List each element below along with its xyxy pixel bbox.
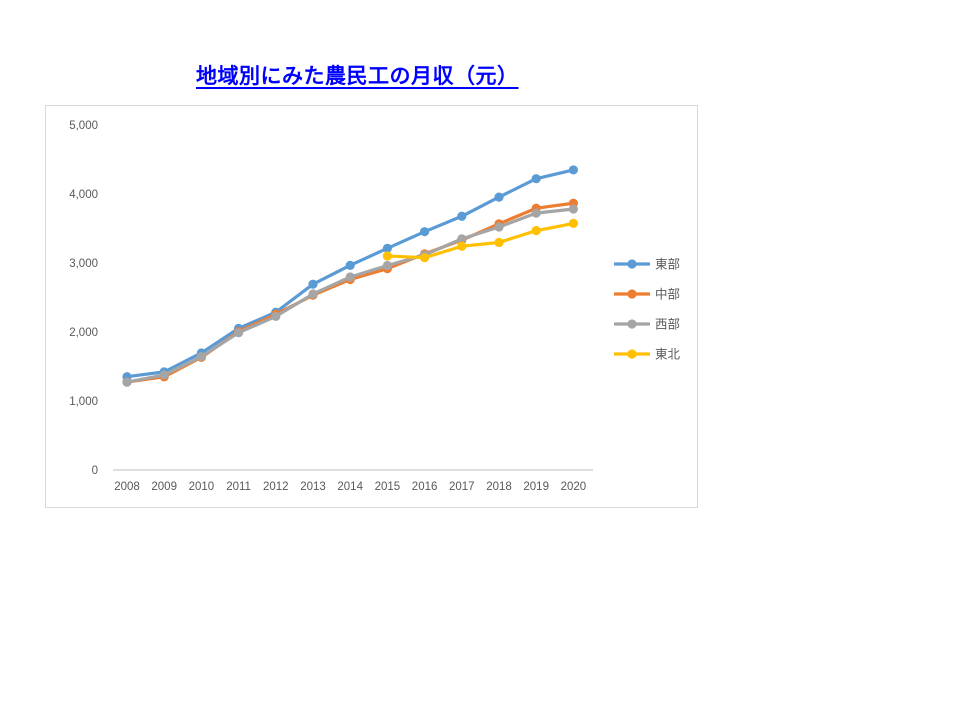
- legend-dot-marker: [627, 349, 637, 359]
- x-tick-label: 2020: [561, 481, 587, 493]
- x-tick-label: 2013: [300, 481, 326, 493]
- x-tick-label: 2009: [151, 481, 177, 493]
- data-point-marker: [382, 260, 392, 271]
- chart-frame: 0 1,000 2,000 3,000 4,000 5,000 2008 2009 2010 20…: [45, 105, 698, 508]
- legend-label: 中部: [655, 287, 680, 302]
- data-point-marker: [234, 328, 244, 338]
- data-point-marker: [531, 208, 541, 218]
- x-tick-label: 2014: [337, 481, 363, 493]
- x-tick-label: 2015: [375, 481, 401, 493]
- data-point-marker: [159, 370, 169, 380]
- data-point-marker: [568, 165, 579, 175]
- legend-label: 東部: [655, 257, 680, 272]
- x-tick-label: 2011: [226, 481, 251, 493]
- data-point-marker: [122, 377, 132, 387]
- x-tick-label: 2018: [486, 481, 512, 493]
- data-point-marker: [568, 204, 579, 214]
- data-point-marker: [568, 218, 579, 228]
- x-tick-label: 2010: [189, 481, 215, 493]
- series-line: [385, 221, 576, 260]
- data-point-marker: [420, 227, 430, 237]
- data-point-marker: [457, 211, 467, 221]
- data-point-marker: [494, 192, 504, 202]
- y-tick-label: 4,000: [69, 189, 98, 201]
- data-point-marker: [531, 174, 541, 184]
- data-point-marker: [457, 234, 467, 244]
- data-point-marker: [420, 253, 430, 263]
- series-東北: [382, 218, 579, 263]
- data-point-marker: [271, 311, 281, 322]
- y-tick-label: 3,000: [69, 258, 98, 270]
- legend-item-東北: 東北: [614, 348, 681, 362]
- y-tick-label: 2,000: [69, 327, 98, 339]
- x-tick-label: 2016: [412, 481, 438, 493]
- data-point-marker: [308, 289, 318, 299]
- x-tick-label: 2012: [263, 481, 289, 493]
- legend-item-東部: 東部: [614, 257, 680, 272]
- data-point-marker: [308, 279, 318, 289]
- page-title: 地域別にみた農民工の月収（元）: [196, 65, 519, 88]
- x-tick-label: 2019: [523, 481, 549, 493]
- y-tick-label: 1,000: [69, 396, 98, 408]
- y-axis-tick-labels: 0 1,000 2,000 3,000 4,000 5,000: [69, 120, 98, 477]
- legend-dot-marker: [627, 289, 637, 299]
- legend-item-西部: 西部: [614, 317, 680, 332]
- x-tick-label: 2017: [449, 481, 475, 493]
- series-西部: [122, 204, 579, 387]
- legend-label: 東北: [655, 348, 681, 362]
- legend-dot-marker: [627, 319, 637, 329]
- data-point-marker: [457, 241, 467, 251]
- data-point-marker: [531, 226, 541, 236]
- data-point-marker: [345, 272, 355, 282]
- legend-dot-marker: [627, 259, 637, 269]
- data-point-marker: [494, 237, 504, 248]
- y-tick-label: 5,000: [69, 120, 98, 132]
- data-point-marker: [382, 251, 392, 261]
- data-point-marker: [494, 222, 504, 232]
- legend-item-中部: 中部: [614, 287, 680, 302]
- data-point-marker: [196, 352, 206, 362]
- data-point-marker: [382, 243, 392, 253]
- y-tick-label: 0: [92, 465, 98, 477]
- legend-label: 西部: [655, 317, 680, 332]
- x-axis-tick-labels: 2008 2009 2010 2011 2012 2013 2014 2015 2016 2017…: [114, 481, 586, 493]
- data-point-marker: [345, 260, 355, 270]
- x-tick-label: 2008: [114, 481, 140, 493]
